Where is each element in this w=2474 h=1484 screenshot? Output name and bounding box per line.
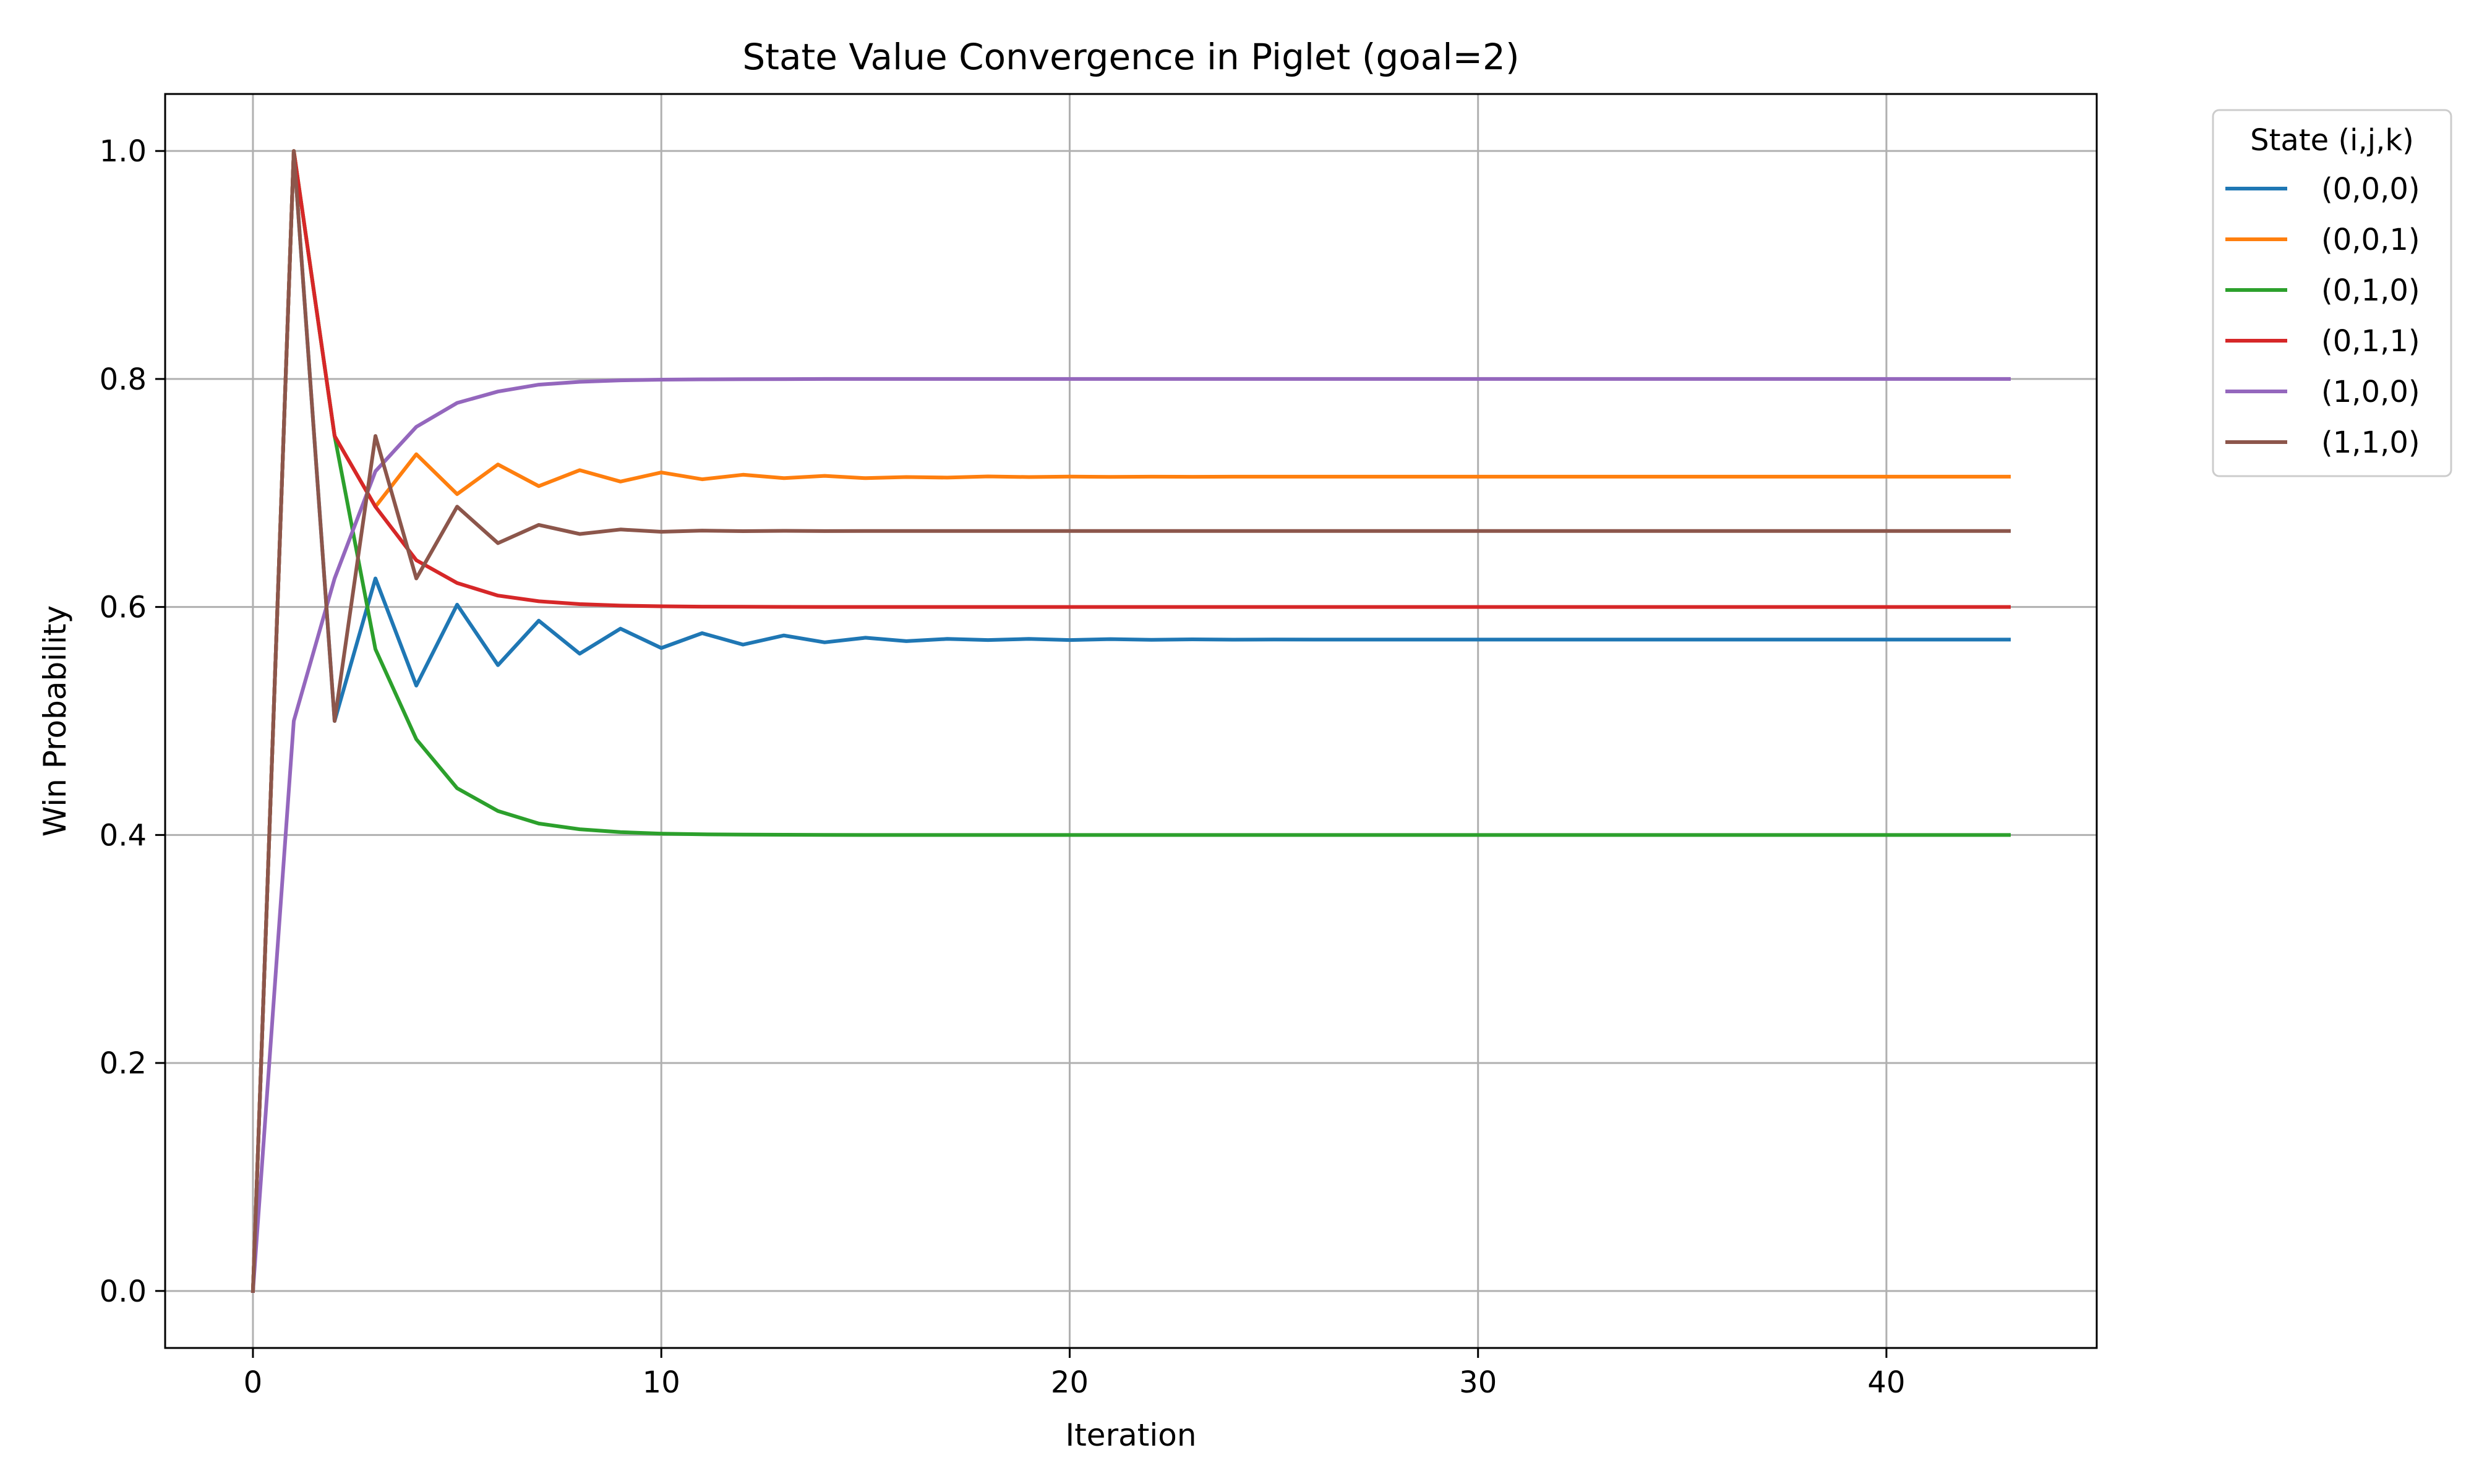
- legend-title: State (i,j,k): [2250, 123, 2414, 158]
- y-tick-label: 1.0: [100, 134, 147, 169]
- y-axis-label: Win Probability: [37, 605, 73, 837]
- y-axis-ticks: 0.0 0.2 0.4 0.6 0.8 1.0: [100, 134, 165, 1309]
- y-tick-label: 0.2: [100, 1046, 147, 1081]
- legend-label: (0,1,1): [2321, 324, 2420, 359]
- x-tick-label: 10: [643, 1365, 680, 1400]
- y-tick-label: 0.4: [100, 818, 147, 853]
- series-line: [250, 149, 2011, 1293]
- series-line: [250, 377, 2011, 1294]
- series-line: [250, 149, 2011, 1293]
- legend-label: (0,1,0): [2321, 273, 2420, 308]
- legend-box: [2212, 109, 2452, 477]
- x-axis-label: Iteration: [1065, 1417, 1196, 1453]
- legend: State (i,j,k) (0,0,0) (0,0,1) (0,1,0) (0,1,…: [2212, 109, 2452, 477]
- grid: [165, 94, 2097, 1348]
- legend-label: (1,1,0): [2321, 425, 2420, 460]
- legend-entries: (0,0,0) (0,0,1) (0,1,0) (0,1,1) (1,0,0) (1,1,…: [2225, 172, 2420, 460]
- x-tick-label: 30: [1459, 1365, 1497, 1400]
- plot-area-frame: [164, 93, 2098, 1349]
- series-line: [250, 149, 2011, 1293]
- x-axis-ticks: 0 10 20 30 40: [244, 1348, 1906, 1400]
- series-lines: [250, 149, 2011, 1294]
- x-tick-label: 20: [1051, 1365, 1089, 1400]
- y-tick-label: 0.6: [100, 591, 147, 625]
- series-line: [250, 149, 2011, 1293]
- x-tick-label: 40: [1867, 1365, 1905, 1400]
- legend-label: (1,0,0): [2321, 375, 2420, 409]
- legend-label: (0,0,1): [2321, 223, 2420, 257]
- x-tick-label: 0: [244, 1365, 263, 1400]
- y-tick-label: 0.8: [100, 362, 147, 397]
- legend-label: (0,0,0): [2321, 172, 2420, 207]
- series-line: [250, 149, 2011, 1293]
- y-tick-label: 0.0: [100, 1274, 147, 1309]
- chart-title: State Value Convergence in Piglet (goal=…: [742, 36, 1519, 78]
